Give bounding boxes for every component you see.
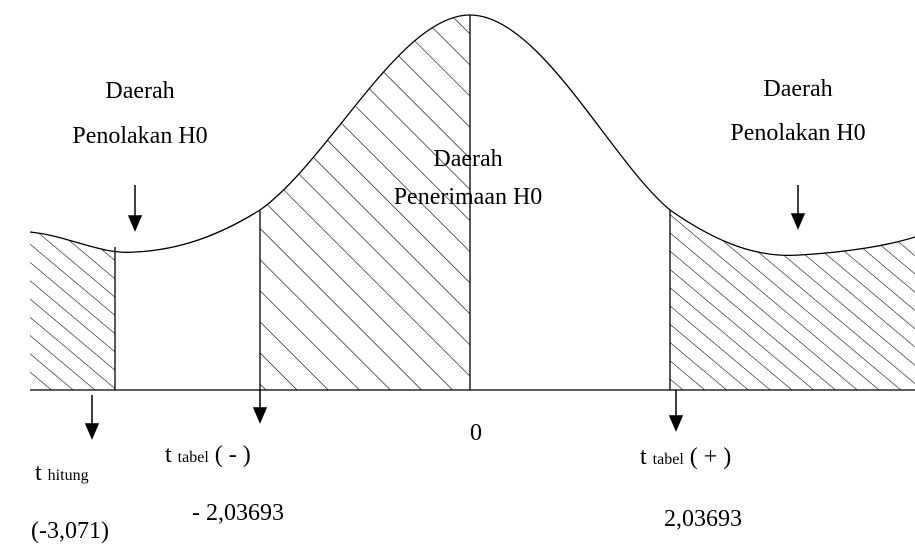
- center-label-2: Penerimaan H0: [394, 184, 543, 210]
- t-symbol: t: [640, 444, 647, 470]
- t-tabel-pos-label: t tabel ( + ): [640, 444, 731, 470]
- t-sign: ( - ): [215, 442, 251, 468]
- t-hitung-label: t hitung: [35, 460, 89, 486]
- t-subscript: hitung: [48, 467, 89, 484]
- right-label-1: Daerah: [763, 76, 832, 102]
- left-hatch: [30, 15, 115, 390]
- t-tabel-neg-value: - 2,03693: [192, 500, 284, 526]
- origin-label: 0: [470, 420, 482, 446]
- t-hitung-value: (-3,071): [31, 518, 109, 544]
- left-label-1: Daerah: [105, 78, 174, 104]
- t-sign: ( + ): [690, 444, 732, 470]
- right-hatch: [670, 15, 915, 390]
- right-label-2: Penolakan H0: [730, 120, 865, 146]
- t-tabel-pos-value: 2,03693: [664, 506, 742, 532]
- t-symbol: t: [165, 442, 172, 468]
- left-label-2: Penolakan H0: [72, 123, 207, 149]
- t-symbol: t: [35, 460, 42, 486]
- arrows: [84, 185, 806, 440]
- t-tabel-neg-label: t tabel ( - ): [165, 442, 251, 468]
- t-subscript: tabel: [178, 449, 210, 466]
- t-subscript: tabel: [653, 451, 685, 468]
- center-label-1: Daerah: [433, 146, 502, 172]
